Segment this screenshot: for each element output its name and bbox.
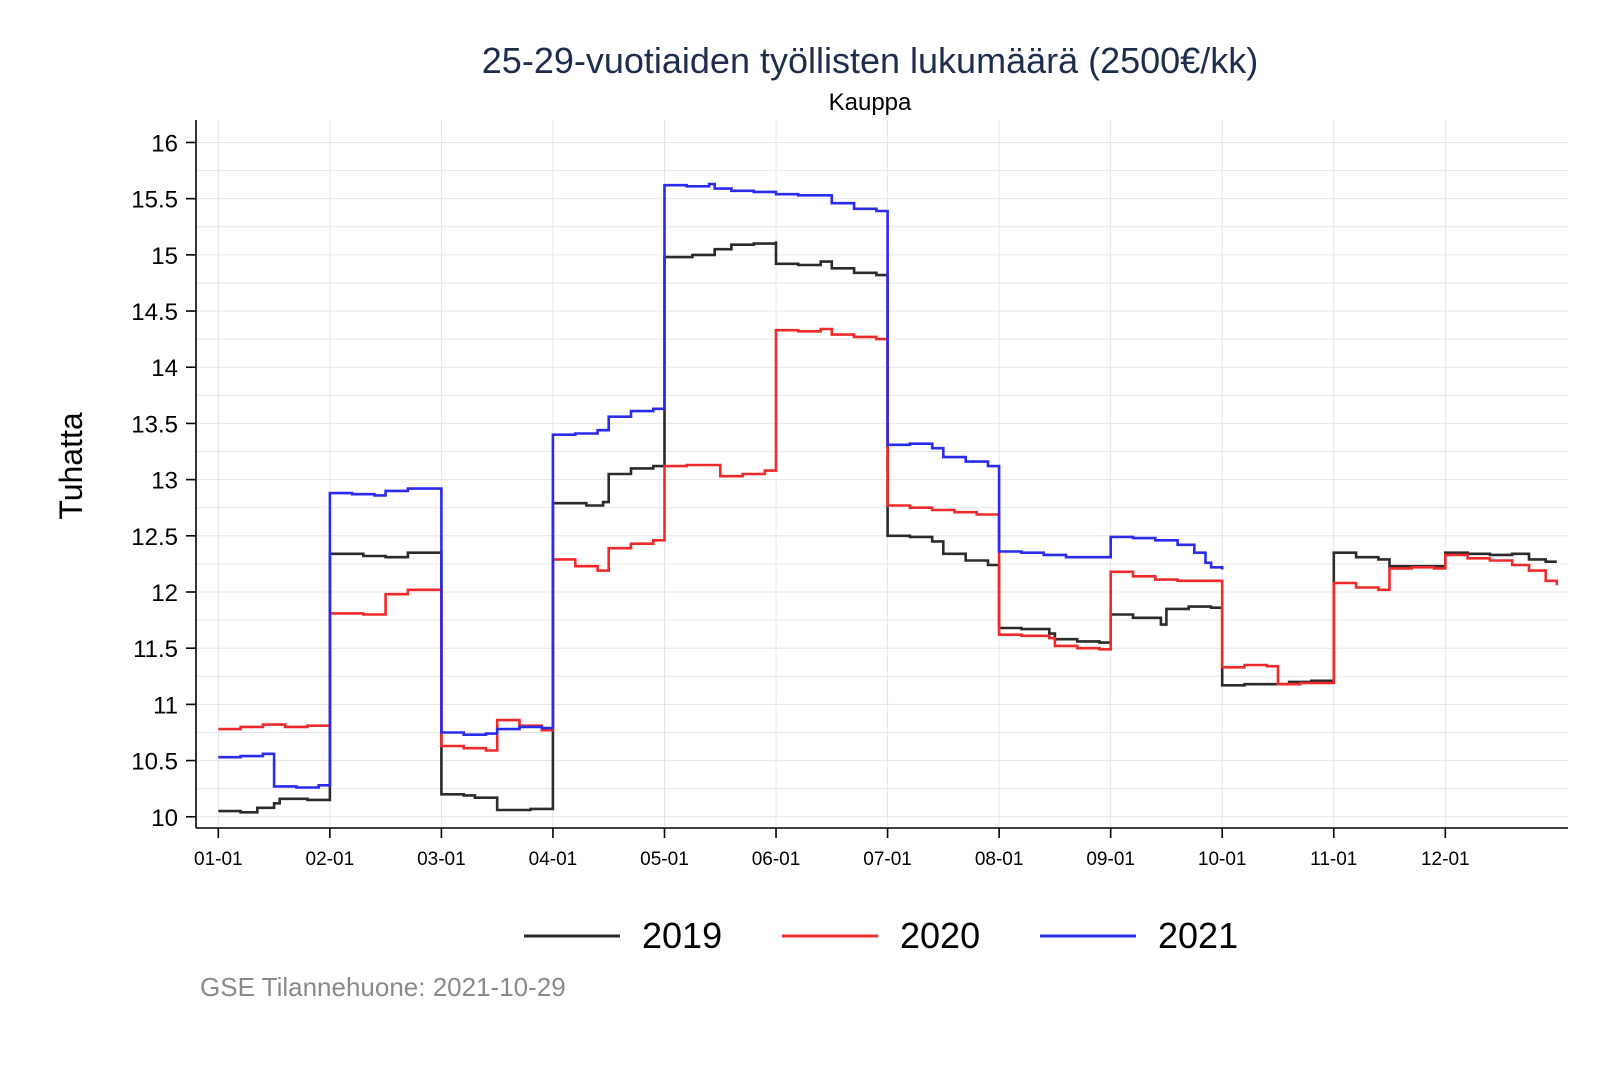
- y-tick-label: 14: [151, 355, 178, 382]
- y-tick-label: 15.5: [131, 187, 178, 214]
- x-tick-label: 10-01: [1198, 849, 1247, 870]
- y-tick-label: 13.5: [131, 411, 178, 438]
- legend-label-2019: 2019: [642, 915, 722, 956]
- x-tick-label: 08-01: [975, 849, 1024, 870]
- source-caption: GSE Tilannehuone: 2021-10-29: [200, 972, 566, 1002]
- legend-label-2020: 2020: [900, 915, 980, 956]
- y-tick-label: 10.5: [131, 749, 178, 776]
- series-line-2021: [218, 182, 1224, 789]
- axes: [195, 120, 1568, 829]
- x-tick-label: 11-01: [1310, 849, 1357, 870]
- grid-lines: [196, 120, 1568, 828]
- x-tick-label: 07-01: [863, 849, 912, 870]
- y-tick-label: 10: [151, 805, 178, 832]
- y-tick-label: 11: [153, 692, 178, 719]
- y-tick-label: 12: [151, 580, 178, 607]
- y-tick-label: 12.5: [131, 524, 178, 551]
- legend-label-2021: 2021: [1158, 915, 1238, 956]
- legend: 2019 2020 2021: [524, 915, 1238, 956]
- chart-title: 25-29-vuotiaiden työllisten lukumäärä (2…: [482, 40, 1258, 81]
- y-tick-label: 15: [151, 243, 178, 270]
- y-tick-label: 11.5: [133, 636, 178, 663]
- x-tick-label: 02-01: [306, 849, 355, 870]
- x-tick-label: 12-01: [1421, 849, 1470, 870]
- x-axis-ticks: 01-01 02-01 03-01 04-01 05-01 06-01 07-01 08-01…: [194, 828, 1470, 870]
- series-lines: [218, 182, 1559, 814]
- y-tick-label: 14.5: [131, 299, 178, 326]
- chart-subtitle: Kauppa: [829, 89, 912, 116]
- y-tick-label: 16: [151, 130, 178, 157]
- y-axis-label: Tuhatta: [53, 412, 89, 520]
- x-tick-label: 06-01: [752, 849, 801, 870]
- x-tick-label: 03-01: [417, 849, 466, 870]
- x-tick-label: 05-01: [640, 849, 689, 870]
- y-tick-label: 13: [151, 468, 178, 495]
- x-tick-label: 04-01: [529, 849, 578, 870]
- x-tick-label: 09-01: [1086, 849, 1135, 870]
- y-axis-ticks: 10 10.5 11 11.5 12 12.5 13 13.5 14 14.5 15 15.5 16: [131, 130, 196, 832]
- x-tick-label: 01-01: [194, 849, 243, 870]
